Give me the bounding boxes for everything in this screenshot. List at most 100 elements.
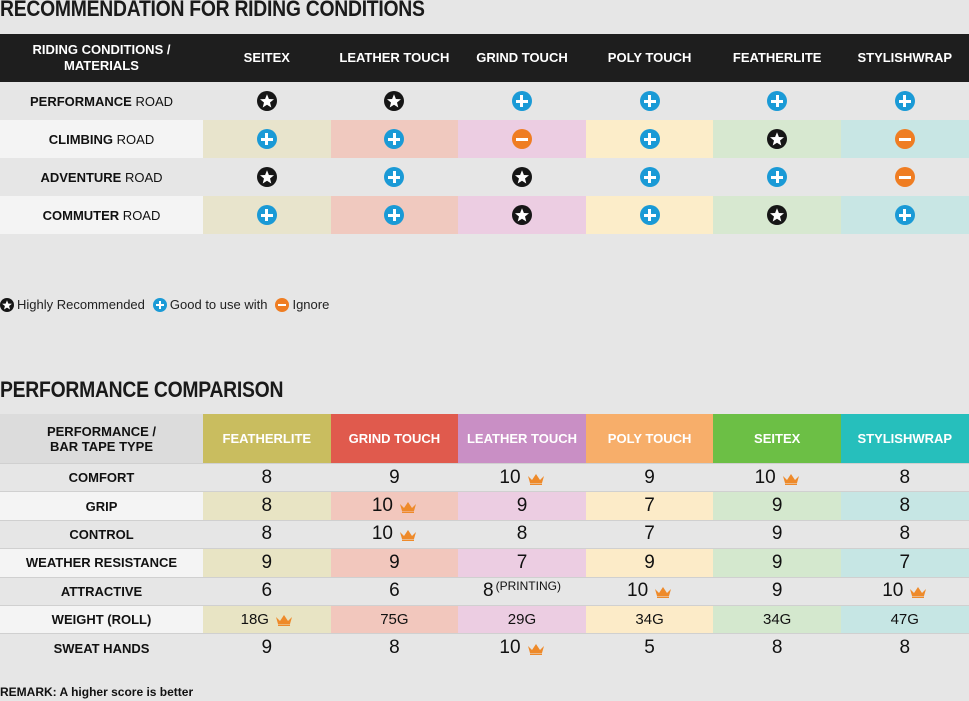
- score-cell-grind-touch: 6: [331, 578, 459, 605]
- rating-cell-featherlite: [713, 120, 841, 158]
- score-cell-featherlite: 8: [203, 492, 331, 520]
- row-label-rest: ROAD: [113, 131, 155, 147]
- star-icon: [767, 129, 788, 149]
- score-value: 10: [499, 466, 521, 488]
- performance-table: PERFORMANCE / BAR TAPE TYPE FEATHERLITE G…: [0, 414, 969, 662]
- score-cell-grind-touch: 9: [330, 549, 459, 577]
- score-value: 7: [899, 551, 911, 573]
- minus-icon: [511, 129, 532, 149]
- minus-icon: [275, 297, 290, 312]
- score-cell-grind-touch: 9: [331, 464, 459, 491]
- legend-item-highly-recommended: Highly Recommended: [0, 297, 145, 312]
- score-cell-stylishwrap: 10: [841, 578, 969, 605]
- score-cell-leather-touch: 8 (PRINTING): [458, 578, 586, 605]
- rating-cell-leather-touch: [330, 196, 459, 234]
- table-row: WEIGHT (ROLL) 18G 75G 29G 34G 34G 47G: [0, 604, 969, 634]
- score-value: 9: [771, 523, 783, 545]
- score-value: 8: [899, 637, 911, 659]
- plus-icon: [767, 91, 788, 111]
- plus-icon: [384, 167, 405, 187]
- score-value: 10: [882, 580, 904, 602]
- crown-icon: [782, 469, 800, 491]
- row-label: COMFORT: [68, 470, 135, 486]
- minus-icon: [894, 167, 915, 187]
- column-header-poly-touch: POLY TOUCH: [585, 414, 714, 463]
- row-label: CLIMBING ROAD: [0, 120, 203, 158]
- performance-table-header: PERFORMANCE / BAR TAPE TYPE FEATHERLITE G…: [0, 414, 969, 463]
- remark-note: REMARK: A higher score is better: [0, 685, 194, 699]
- score-cell-leather-touch: 7: [458, 549, 586, 577]
- score-cell-featherlite: 8: [203, 464, 331, 491]
- table-row: GRIP 8 10 9 7 9 8: [0, 491, 969, 520]
- plus-icon: [152, 297, 167, 312]
- table-row: COMMUTER ROAD: [0, 196, 969, 234]
- header-label-line1: PERFORMANCE /: [46, 423, 157, 439]
- star-icon: [511, 167, 532, 187]
- recommendation-table: RIDING CONDITIONS / MATERIALS SEITEX LEA…: [0, 34, 969, 234]
- rating-cell-poly-touch: [585, 196, 714, 234]
- rating-cell-stylishwrap: [840, 196, 969, 234]
- column-header-seitex: SEITEX: [713, 414, 841, 463]
- score-value: 8: [261, 495, 273, 517]
- score-cell-featherlite: 9: [203, 549, 331, 577]
- score-cell-poly-touch: 9: [585, 549, 714, 577]
- score-value: 7: [516, 551, 528, 573]
- rating-cell-seitex: [203, 196, 331, 234]
- score-value: 10: [371, 523, 393, 545]
- rating-cell-grind-touch: [458, 82, 586, 120]
- rating-cell-seitex: [203, 158, 331, 196]
- score-cell-seitex: 9: [713, 578, 841, 605]
- rating-cell-stylishwrap: [840, 120, 969, 158]
- score-value: 8: [483, 580, 494, 602]
- score-value: 18G: [240, 611, 269, 629]
- legend-label-good: Good to use with: [169, 297, 268, 312]
- score-cell-grind-touch: 10: [331, 521, 459, 548]
- legend-label-ignore: Ignore: [292, 297, 330, 312]
- score-cell-seitex: 8: [713, 634, 841, 661]
- score-cell-leather-touch: 10: [458, 634, 586, 661]
- score-cell-poly-touch: 5: [586, 634, 714, 661]
- score-value: 7: [644, 495, 655, 517]
- table-row: WEATHER RESISTANCE 9 9 7 9 9 7: [0, 548, 969, 577]
- row-label-rest: ROAD: [119, 207, 161, 223]
- column-header-leather-touch: LEATHER TOUCH: [458, 414, 586, 463]
- rating-cell-seitex: [203, 120, 331, 158]
- score-value: 9: [771, 551, 783, 573]
- header-label-line2: BAR TAPE TYPE: [49, 438, 154, 454]
- score-cell-grind-touch: 8: [331, 634, 459, 661]
- rating-cell-leather-touch: [330, 120, 459, 158]
- table-row: COMFORT 8 9 10 9 10 8: [0, 463, 969, 491]
- star-icon: [256, 167, 277, 187]
- rating-cell-featherlite: [713, 82, 841, 120]
- row-label: COMMUTER ROAD: [0, 196, 203, 234]
- row-label-bold: CLIMBING: [48, 131, 114, 147]
- score-value: 9: [389, 551, 400, 573]
- column-header-grind-touch: GRIND TOUCH: [476, 50, 568, 65]
- score-value: 9: [771, 495, 783, 517]
- table-row: ATTRACTIVE 6 6 8 (PRINTING) 10 9 10: [0, 576, 969, 605]
- score-cell-seitex: 34G: [713, 605, 841, 634]
- star-icon: [767, 205, 788, 225]
- crown-icon: [399, 497, 417, 519]
- score-value: 47G: [890, 611, 919, 629]
- score-value: 8: [389, 637, 400, 659]
- score-value: 8: [261, 466, 273, 488]
- row-label: ATTRACTIVE: [60, 583, 143, 599]
- section-title-recommendation: RECOMMENDATION FOR RIDING CONDITIONS: [0, 0, 425, 21]
- legend: Highly Recommended Good to use with Igno…: [0, 297, 337, 312]
- score-cell-stylishwrap: 8: [840, 492, 969, 520]
- minus-icon: [894, 129, 915, 149]
- legend-item-good: Good to use with: [152, 297, 268, 312]
- rating-cell-featherlite: [713, 196, 841, 234]
- score-value: 10: [754, 466, 776, 488]
- rating-cell-leather-touch: [331, 158, 459, 196]
- column-header-leather-touch: LEATHER TOUCH: [339, 50, 450, 65]
- score-cell-stylishwrap: 7: [840, 549, 969, 577]
- score-value: 8: [899, 495, 911, 517]
- plus-icon: [511, 91, 532, 111]
- score-value: 10: [371, 495, 393, 517]
- row-label: PERFORMANCE ROAD: [0, 82, 203, 120]
- score-cell-featherlite: 18G: [203, 605, 331, 634]
- rating-cell-stylishwrap: [841, 82, 969, 120]
- row-label-rest: ROAD: [131, 93, 173, 109]
